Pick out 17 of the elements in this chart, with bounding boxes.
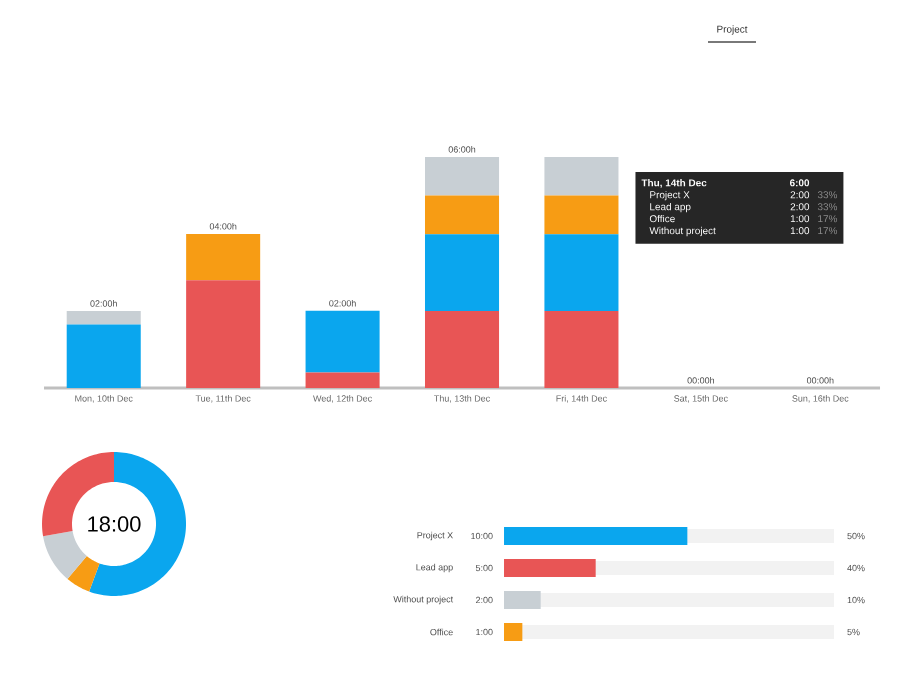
bar	[66, 311, 141, 325]
bar	[66, 324, 141, 388]
bar	[504, 623, 523, 641]
bar	[186, 280, 261, 388]
bar	[544, 234, 619, 312]
bar	[186, 233, 261, 281]
bar	[305, 372, 380, 388]
bar	[424, 311, 500, 388]
bar	[504, 591, 541, 609]
bar	[424, 195, 500, 235]
bar	[544, 311, 619, 388]
bar	[424, 234, 500, 312]
bar	[305, 310, 380, 373]
text: 18:00	[88, 516, 141, 532]
bar	[544, 157, 619, 196]
bar	[544, 195, 619, 235]
bar	[424, 157, 500, 196]
